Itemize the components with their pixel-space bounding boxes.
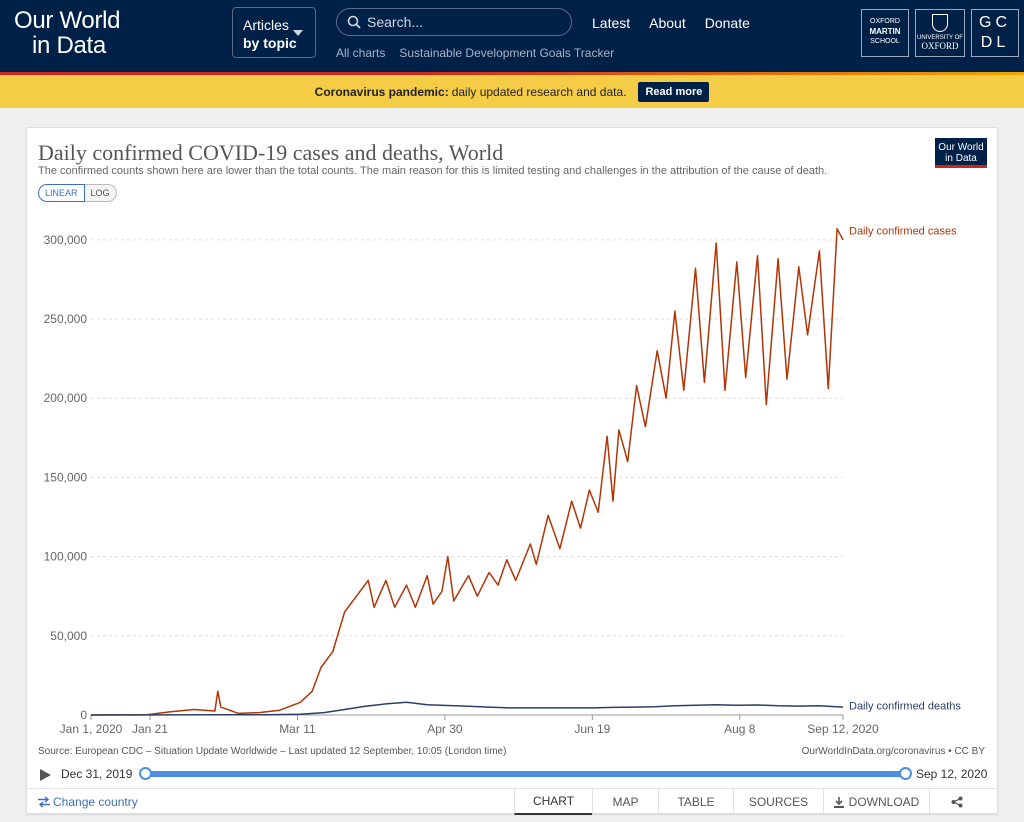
chart-license[interactable]: OurWorldInData.org/coronavirus • CC BY (801, 746, 985, 757)
tab-map[interactable]: MAP (592, 789, 658, 815)
tab-table[interactable]: TABLE (658, 789, 733, 815)
oxford-martin-school-logo[interactable]: OXFORD MARTIN SCHOOL (861, 9, 909, 57)
y-tick-label: 0 (80, 708, 87, 722)
owid-logo[interactable]: Our World in Data (14, 7, 121, 59)
timeline-end-date: Sep 12, 2020 (916, 767, 988, 781)
swap-arrows-icon (38, 796, 50, 808)
x-tick-label: Sep 12, 2020 (807, 722, 879, 736)
chart-tabs: CHART MAP TABLE SOURCES DOWNLOAD (514, 789, 984, 815)
tab-chart[interactable]: CHART (514, 789, 592, 815)
series-label-cases[interactable]: Daily confirmed cases (849, 225, 957, 237)
nav-about[interactable]: About (649, 15, 686, 31)
y-tick-label: 250,000 (44, 312, 88, 326)
header-stripe (0, 72, 1024, 75)
x-tick-label: Mar 11 (279, 722, 316, 736)
site-header: Our World in Data Articles by topic Late… (0, 0, 1024, 72)
download-icon (833, 796, 844, 808)
chart-subtitle: The confirmed counts shown here are lowe… (38, 165, 828, 177)
series-label-deaths[interactable]: Daily confirmed deaths (849, 701, 961, 713)
x-tick-label: Apr 30 (427, 722, 463, 736)
tab-download-label: DOWNLOAD (848, 795, 920, 809)
gcdl-logo[interactable]: GC DL (971, 9, 1019, 57)
oxford-martin-line1: OXFORD (870, 18, 900, 25)
scale-linear-button[interactable]: LINEAR (38, 184, 85, 202)
tab-sources[interactable]: SOURCES (733, 789, 823, 815)
chart-footer: Change country CHART MAP TABLE SOURCES D… (27, 788, 997, 815)
by-topic-label: by topic (243, 35, 297, 51)
sub-nav: All charts Sustainable Development Goals… (336, 46, 628, 60)
top-nav: Latest About Donate (592, 15, 769, 31)
change-country-button[interactable]: Change country (37, 795, 138, 809)
y-tick-label: 200,000 (44, 391, 88, 405)
gcdl-bottom: DL (980, 34, 1010, 51)
nav-all-charts[interactable]: All charts (336, 46, 386, 60)
x-tick-label: Jun 19 (574, 722, 610, 736)
timeline-track[interactable] (145, 771, 905, 777)
y-tick-label: 100,000 (44, 550, 88, 564)
owid-badge-logo[interactable]: Our World in Data (935, 138, 987, 168)
logo-line2: in Data (32, 32, 106, 59)
oxford-martin-line2: MARTIN (869, 27, 901, 36)
search-box[interactable] (336, 8, 572, 36)
caret-down-icon (293, 30, 303, 36)
play-icon[interactable] (40, 769, 51, 781)
nav-latest[interactable]: Latest (592, 15, 631, 31)
nav-donate[interactable]: Donate (704, 15, 750, 31)
oxford-martin-line3: SCHOOL (870, 38, 900, 45)
articles-label: Articles (243, 17, 289, 33)
search-input[interactable] (367, 14, 567, 30)
scale-log-button[interactable]: LOG (84, 184, 117, 202)
y-tick-label: 150,000 (44, 470, 88, 484)
x-tick-label: Jan 21 (132, 722, 168, 736)
uni-big-text: OXFORD (921, 41, 959, 51)
search-icon (347, 15, 361, 29)
oxford-crest-icon (932, 14, 948, 32)
y-tick-label: 50,000 (50, 629, 87, 643)
cases-line[interactable] (90, 228, 844, 716)
chart-card: Daily confirmed COVID-19 cases and death… (26, 127, 999, 815)
timeline-start-handle[interactable] (139, 767, 152, 780)
timeline: Dec 31, 2019 Sep 12, 2020 (27, 764, 999, 786)
tab-download[interactable]: DOWNLOAD (823, 789, 929, 815)
university-of-oxford-logo[interactable]: UNIVERSITY OF OXFORD (915, 9, 965, 57)
coronavirus-banner: Coronavirus pandemic: daily updated rese… (0, 75, 1024, 108)
timeline-end-handle[interactable] (899, 767, 912, 780)
badge-line1: Our World (938, 142, 984, 153)
banner-bold: Coronavirus pandemic: (314, 84, 449, 99)
read-more-button[interactable]: Read more (638, 81, 710, 102)
scale-toggle: LINEAR LOG (38, 184, 117, 202)
change-country-label: Change country (53, 795, 138, 809)
chart-plot: 0 50,000 100,000 150,000 200,000 250,000 300,0… (44, 225, 962, 736)
share-button[interactable] (929, 789, 984, 815)
timeline-start-date: Dec 31, 2019 (61, 767, 133, 781)
chart-source[interactable]: Source: European CDC – Situation Update … (38, 746, 507, 757)
uni-small-text: UNIVERSITY OF (917, 35, 963, 41)
y-tick-label: 300,000 (44, 233, 88, 247)
badge-line2: in Data (945, 153, 977, 164)
share-icon (951, 796, 963, 808)
x-tick-label: Jan 1, 2020 (60, 722, 123, 736)
x-tick-label: Aug 8 (724, 722, 756, 736)
nav-sdg-tracker[interactable]: Sustainable Development Goals Tracker (399, 46, 615, 60)
chart-title: Daily confirmed COVID-19 cases and death… (38, 140, 504, 165)
logo-line1: Our World (14, 7, 121, 34)
gcdl-top: GC (979, 14, 1011, 31)
banner-text: daily updated research and data. (451, 84, 627, 99)
articles-by-topic-button[interactable]: Articles by topic (232, 7, 316, 58)
deaths-line[interactable] (90, 701, 844, 716)
